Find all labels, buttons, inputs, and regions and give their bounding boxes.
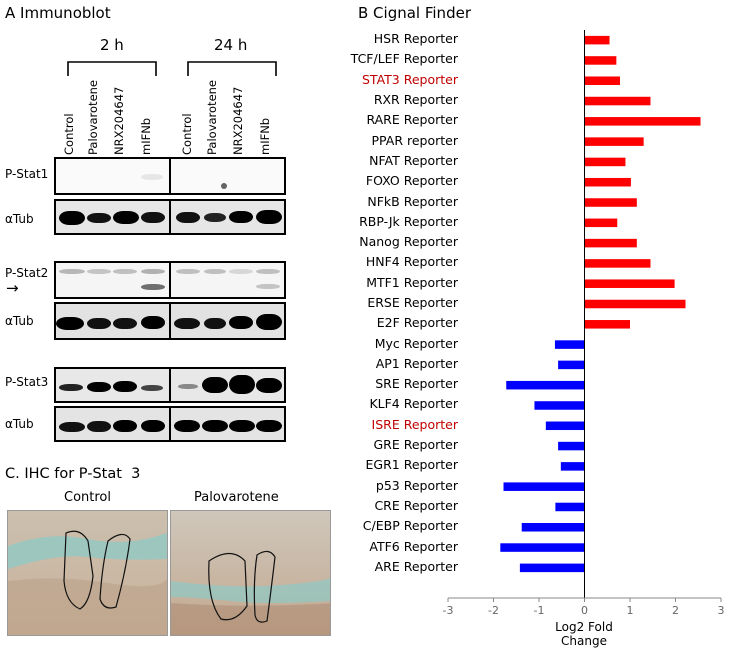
bar-hnf4-reporter — [584, 259, 651, 268]
x-axis-label: Log2 Fold Change — [555, 620, 613, 648]
category-label-p53-reporter: p53 Reporter — [375, 477, 458, 493]
category-label-mtf1-reporter: MTF1 Reporter — [366, 274, 458, 290]
bar-sre-reporter — [506, 380, 585, 390]
blot-atub-3 — [54, 406, 286, 442]
category-label-isre-reporter: ISRE Reporter — [371, 416, 458, 432]
bar-nfkb-reporter — [584, 198, 637, 207]
ihc-label-control: Control — [64, 490, 111, 505]
category-label-ap1-reporter: AP1 Reporter — [375, 355, 458, 371]
ihc-image-control — [7, 510, 168, 636]
bar-rare-reporter — [584, 117, 701, 126]
bar-erse-reporter — [584, 299, 686, 309]
category-label-e2f-reporter: E2F Reporter — [376, 315, 458, 331]
time-label-24h: 24 h — [214, 36, 248, 54]
category-label-stat3-reporter: STAT3 Reporter — [361, 71, 458, 87]
bar-tcf-lef-reporter — [584, 56, 617, 65]
category-label-gre-reporter: GRE Reporter — [373, 437, 458, 453]
row-label-atub-3: αTub — [5, 417, 34, 431]
x-tick-label: 3 — [718, 604, 725, 617]
category-label-klf4-reporter: KLF4 Reporter — [369, 396, 458, 412]
lane-group-brackets — [67, 61, 277, 76]
category-label-nfat-reporter: NFAT Reporter — [369, 152, 458, 168]
blot-p-stat3 — [54, 367, 286, 403]
row-label-atub-1: αTub — [5, 212, 34, 226]
bar-c-ebp-reporter — [521, 522, 585, 532]
category-label-foxo-reporter: FOXO Reporter — [365, 173, 458, 189]
blot-p-stat1 — [54, 157, 286, 195]
category-label-rbp-jk-reporter: RBP-Jk Reporter — [359, 213, 458, 229]
bar-foxo-reporter — [584, 177, 631, 187]
category-label-ppar-reporter: PPAR reporter — [371, 132, 459, 148]
bar-mtf1-reporter — [584, 279, 675, 288]
bar-atf6-reporter — [500, 543, 585, 552]
category-label-hnf4-reporter: HNF4 Reporter — [365, 254, 458, 270]
category-label-rxr-reporter: RXR Reporter — [373, 92, 458, 108]
blot-atub-1 — [54, 199, 286, 235]
x-tick-label: -1 — [534, 604, 545, 617]
x-tick-label: -2 — [488, 604, 499, 617]
bar-hsr-reporter — [584, 35, 610, 45]
bar-gre-reporter — [558, 441, 585, 451]
bar-rbp-jk-reporter — [584, 218, 618, 228]
bar-isre-reporter — [545, 421, 585, 431]
bar-ppar-reporter — [584, 137, 644, 146]
category-label-nfkb-reporter: NFkB Reporter — [367, 193, 458, 209]
bar-nfat-reporter — [584, 157, 626, 167]
bar-nanog-reporter — [584, 238, 637, 248]
category-label-atf6-reporter: ATF6 Reporter — [369, 538, 458, 554]
x-tick-label: -3 — [443, 604, 454, 617]
panel-a-title: A Immunoblot — [5, 4, 111, 22]
category-label-cre-reporter: CRE Reporter — [374, 497, 458, 513]
panel-c-title: C. IHC for P-Stat 3 — [5, 466, 141, 482]
category-label-myc-reporter: Myc Reporter — [374, 335, 458, 351]
bar-are-reporter — [519, 563, 585, 573]
category-label-hsr-reporter: HSR Reporter — [373, 31, 458, 47]
bar-e2f-reporter — [584, 320, 630, 329]
x-tick-label: 1 — [627, 604, 634, 617]
category-label-erse-reporter: ERSE Reporter — [367, 295, 458, 310]
row-label-atub-2: αTub — [5, 314, 34, 328]
bar-klf4-reporter — [534, 401, 585, 410]
ihc-image-palovarotene — [170, 510, 331, 636]
row-label-p-stat2: P-Stat2 — [5, 266, 49, 280]
ihc-label-palovarotene: Palovarotene — [194, 490, 279, 505]
x-tick-label: 2 — [672, 604, 679, 617]
panel-b-title: B Cignal Finder — [358, 4, 471, 22]
category-label-nanog-reporter: Nanog Reporter — [359, 234, 458, 250]
bar-cre-reporter — [555, 502, 585, 512]
blot-p-stat2 — [54, 261, 286, 299]
time-label-2h: 2 h — [100, 36, 124, 54]
blot-atub-2 — [54, 302, 286, 340]
category-label-rare-reporter: RARE Reporter — [366, 112, 458, 128]
row-label-p-stat1: P-Stat1 — [5, 167, 49, 181]
x-tick-label: 0 — [581, 604, 588, 617]
category-label-c-ebp-reporter: C/EBP Reporter — [362, 518, 458, 534]
category-label-sre-reporter: SRE Reporter — [375, 376, 458, 392]
category-label-tcf-lef-reporter: TCF/LEF Reporter — [350, 51, 458, 67]
bar-myc-reporter — [554, 340, 585, 349]
category-label-egr1-reporter: EGR1 Reporter — [365, 457, 458, 473]
bar-egr1-reporter — [560, 462, 585, 471]
bar-ap1-reporter — [558, 360, 585, 370]
arrow-icon: → — [6, 279, 19, 297]
category-label-are-reporter: ARE Reporter — [374, 558, 458, 574]
bar-rxr-reporter — [584, 96, 651, 106]
bar-stat3-reporter — [584, 76, 620, 86]
row-label-p-stat3: P-Stat3 — [5, 375, 49, 389]
bar-p53-reporter — [503, 482, 585, 491]
